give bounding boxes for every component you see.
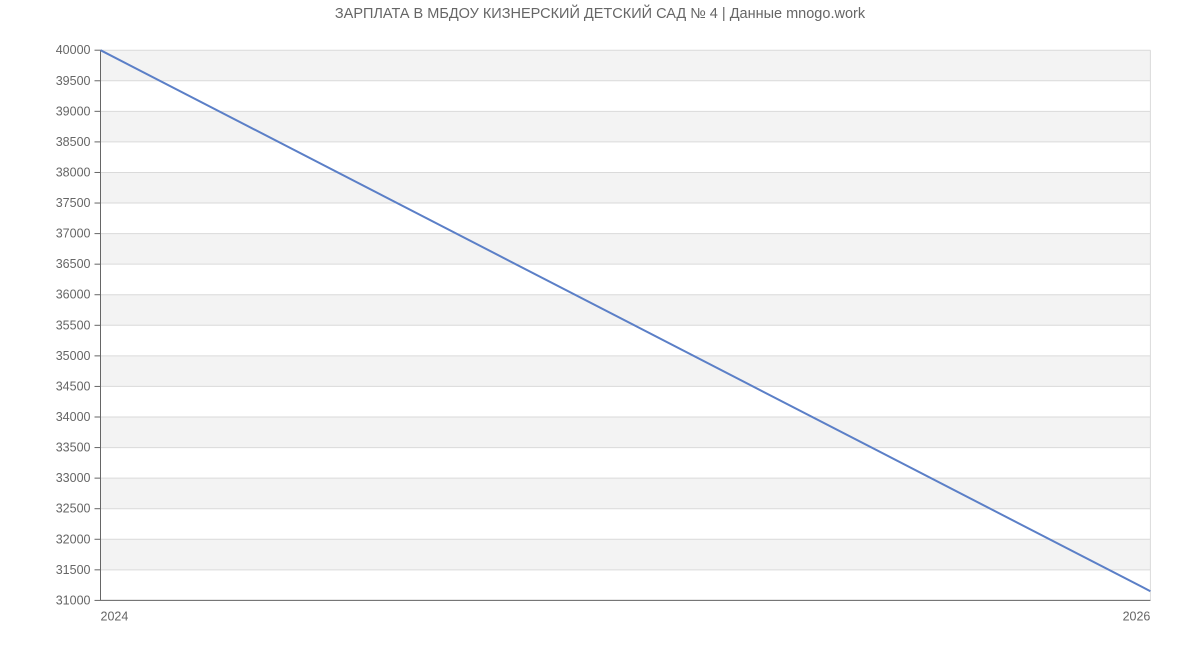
svg-text:35500: 35500 [56, 318, 91, 332]
svg-text:34500: 34500 [56, 379, 91, 393]
svg-text:2024: 2024 [101, 609, 129, 623]
svg-text:31500: 31500 [56, 563, 91, 577]
svg-text:39000: 39000 [56, 104, 91, 118]
svg-text:31000: 31000 [56, 593, 91, 607]
svg-text:38000: 38000 [56, 165, 91, 179]
svg-text:35000: 35000 [56, 349, 91, 363]
svg-text:37000: 37000 [56, 227, 91, 241]
svg-text:39500: 39500 [56, 74, 91, 88]
svg-text:32000: 32000 [56, 532, 91, 546]
svg-text:33500: 33500 [56, 441, 91, 455]
svg-text:36500: 36500 [56, 257, 91, 271]
svg-text:33000: 33000 [56, 471, 91, 485]
svg-text:36000: 36000 [56, 288, 91, 302]
svg-text:2026: 2026 [1123, 609, 1151, 623]
svg-text:37500: 37500 [56, 196, 91, 210]
svg-text:38500: 38500 [56, 135, 91, 149]
svg-text:40000: 40000 [56, 43, 91, 57]
svg-text:32500: 32500 [56, 502, 91, 516]
svg-text:34000: 34000 [56, 410, 91, 424]
